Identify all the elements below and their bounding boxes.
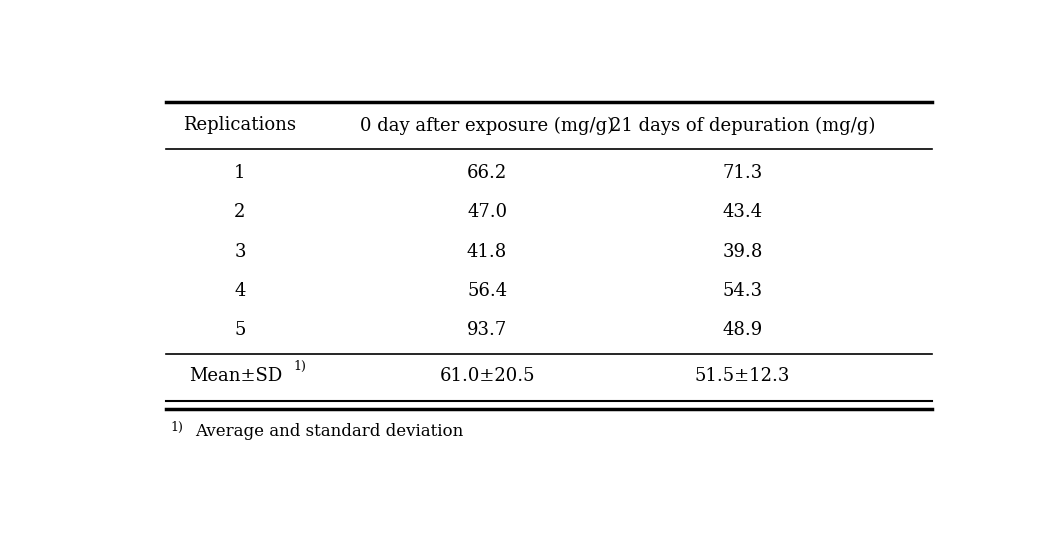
Text: Replications: Replications <box>184 117 297 134</box>
Text: 3: 3 <box>234 243 246 260</box>
Text: 66.2: 66.2 <box>467 164 507 182</box>
Text: 0 day after exposure (mg/g): 0 day after exposure (mg/g) <box>360 117 614 135</box>
Text: Mean±SD: Mean±SD <box>189 367 283 384</box>
Text: 93.7: 93.7 <box>467 321 507 339</box>
Text: 71.3: 71.3 <box>723 164 762 182</box>
Text: 48.9: 48.9 <box>723 321 762 339</box>
Text: 61.0±20.5: 61.0±20.5 <box>439 367 535 384</box>
Text: 1: 1 <box>234 164 246 182</box>
Text: 43.4: 43.4 <box>723 204 762 221</box>
Text: 5: 5 <box>234 321 246 339</box>
Text: 2: 2 <box>234 204 246 221</box>
Text: 54.3: 54.3 <box>723 282 762 300</box>
Text: 41.8: 41.8 <box>467 243 507 260</box>
Text: 1): 1) <box>293 360 306 373</box>
Text: 47.0: 47.0 <box>467 204 507 221</box>
Text: 1): 1) <box>170 421 183 434</box>
Text: 4: 4 <box>234 282 246 300</box>
Text: 51.5±12.3: 51.5±12.3 <box>695 367 790 384</box>
Text: 39.8: 39.8 <box>723 243 762 260</box>
Text: Average and standard deviation: Average and standard deviation <box>195 423 462 440</box>
Text: 56.4: 56.4 <box>467 282 507 300</box>
Text: 21 days of depuration (mg/g): 21 days of depuration (mg/g) <box>610 117 875 135</box>
